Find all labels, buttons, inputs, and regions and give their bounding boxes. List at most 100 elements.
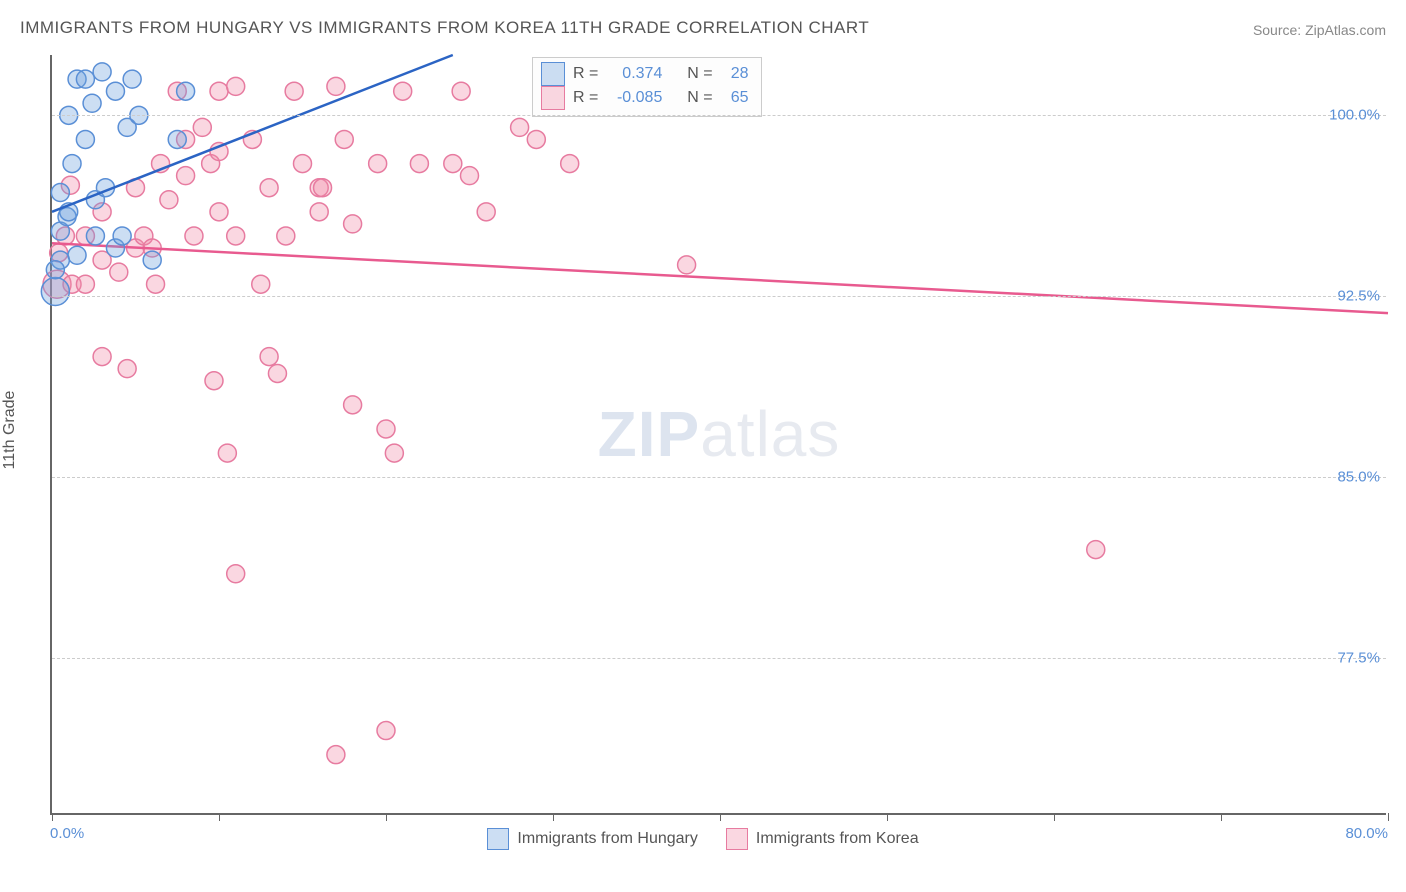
data-point bbox=[51, 184, 69, 202]
x-tick bbox=[219, 813, 220, 821]
source-attribution: Source: ZipAtlas.com bbox=[1253, 22, 1386, 38]
data-point bbox=[477, 203, 495, 221]
data-point bbox=[678, 256, 696, 274]
data-point bbox=[327, 746, 345, 764]
legend-r-value: 0.374 bbox=[606, 62, 662, 86]
legend-r-value: -0.085 bbox=[606, 86, 662, 110]
x-tick bbox=[720, 813, 721, 821]
data-point bbox=[218, 444, 236, 462]
gridline bbox=[52, 296, 1386, 297]
data-point bbox=[143, 251, 161, 269]
data-point bbox=[168, 130, 186, 148]
y-tick-label: 92.5% bbox=[1337, 288, 1380, 305]
trend-line bbox=[52, 55, 453, 212]
legend-swatch bbox=[541, 86, 565, 110]
data-point bbox=[377, 722, 395, 740]
data-point bbox=[561, 155, 579, 173]
data-point bbox=[227, 77, 245, 95]
data-point bbox=[294, 155, 312, 173]
data-point bbox=[260, 179, 278, 197]
legend-item: Immigrants from Korea bbox=[726, 828, 919, 850]
y-axis-title: 11th Grade bbox=[1, 391, 19, 470]
data-point bbox=[385, 444, 403, 462]
source-link[interactable]: ZipAtlas.com bbox=[1305, 22, 1386, 38]
data-point bbox=[394, 82, 412, 100]
data-point bbox=[106, 82, 124, 100]
data-point bbox=[123, 70, 141, 88]
x-tick bbox=[386, 813, 387, 821]
chart-title: IMMIGRANTS FROM HUNGARY VS IMMIGRANTS FR… bbox=[20, 18, 869, 38]
x-tick bbox=[887, 813, 888, 821]
data-point bbox=[344, 215, 362, 233]
data-point bbox=[527, 130, 545, 148]
gridline bbox=[52, 658, 1386, 659]
data-point bbox=[76, 130, 94, 148]
data-point bbox=[461, 167, 479, 185]
data-point bbox=[260, 348, 278, 366]
data-point bbox=[268, 364, 286, 382]
data-point bbox=[86, 227, 104, 245]
data-point bbox=[452, 82, 470, 100]
data-point bbox=[327, 77, 345, 95]
legend-label: Immigrants from Korea bbox=[756, 830, 919, 848]
trend-line bbox=[52, 243, 1388, 313]
legend-item: Immigrants from Hungary bbox=[487, 828, 698, 850]
data-point bbox=[252, 275, 270, 293]
legend-n-label: N = bbox=[687, 86, 712, 110]
legend-swatch bbox=[726, 828, 748, 850]
data-point bbox=[285, 82, 303, 100]
correlation-legend: R =0.374 N = 28R =-0.085 N = 65 bbox=[532, 57, 762, 117]
data-point bbox=[205, 372, 223, 390]
plot-area: ZIPatlas R =0.374 N = 28R =-0.085 N = 65… bbox=[50, 55, 1386, 815]
x-tick bbox=[553, 813, 554, 821]
data-point bbox=[227, 565, 245, 583]
data-point bbox=[210, 203, 228, 221]
y-tick-label: 77.5% bbox=[1337, 650, 1380, 667]
data-point bbox=[41, 277, 69, 305]
data-point bbox=[310, 203, 328, 221]
data-point bbox=[344, 396, 362, 414]
gridline bbox=[52, 477, 1386, 478]
data-point bbox=[177, 82, 195, 100]
data-point bbox=[93, 63, 111, 81]
data-point bbox=[377, 420, 395, 438]
series-legend: Immigrants from Hungary Immigrants from K… bbox=[0, 828, 1406, 855]
data-point bbox=[185, 227, 203, 245]
legend-row: R =0.374 N = 28 bbox=[541, 62, 749, 86]
data-point bbox=[1087, 541, 1105, 559]
x-tick bbox=[1054, 813, 1055, 821]
data-point bbox=[110, 263, 128, 281]
legend-r-label: R = bbox=[573, 62, 598, 86]
data-point bbox=[46, 261, 64, 279]
legend-n-value: 65 bbox=[721, 86, 749, 110]
data-point bbox=[160, 191, 178, 209]
data-point bbox=[444, 155, 462, 173]
data-point bbox=[118, 360, 136, 378]
legend-row: R = -0.085 N = 65 bbox=[541, 86, 749, 110]
chart-svg bbox=[52, 55, 1386, 813]
gridline bbox=[52, 115, 1386, 116]
data-point bbox=[83, 94, 101, 112]
data-point bbox=[113, 227, 131, 245]
legend-label: Immigrants from Hungary bbox=[517, 830, 698, 848]
data-point bbox=[410, 155, 428, 173]
legend-r-label: R = bbox=[573, 86, 598, 110]
legend-swatch bbox=[487, 828, 509, 850]
x-tick bbox=[52, 813, 53, 821]
legend-n-label: N = bbox=[687, 62, 712, 86]
data-point bbox=[511, 118, 529, 136]
y-tick-label: 85.0% bbox=[1337, 469, 1380, 486]
y-tick-label: 100.0% bbox=[1329, 107, 1380, 124]
source-prefix: Source: bbox=[1253, 22, 1305, 38]
data-point bbox=[314, 179, 332, 197]
data-point bbox=[76, 275, 94, 293]
data-point bbox=[93, 348, 111, 366]
x-tick bbox=[1221, 813, 1222, 821]
data-point bbox=[76, 70, 94, 88]
x-tick bbox=[1388, 813, 1389, 821]
data-point bbox=[335, 130, 353, 148]
data-point bbox=[68, 246, 86, 264]
data-point bbox=[193, 118, 211, 136]
data-point bbox=[63, 155, 81, 173]
data-point bbox=[277, 227, 295, 245]
